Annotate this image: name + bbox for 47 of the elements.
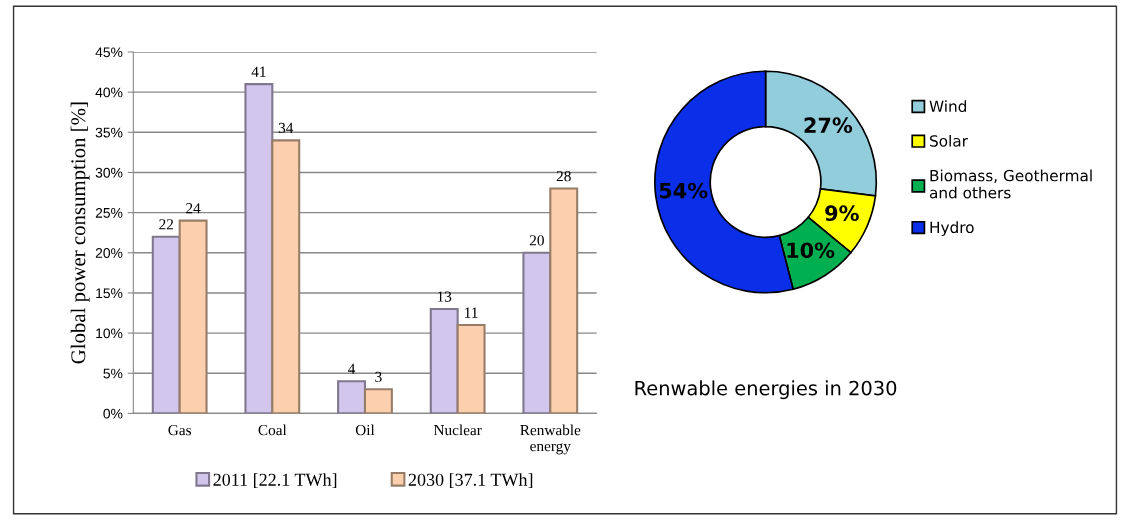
data-label: 11 (465, 307, 478, 318)
y-tick-label: 45% (95, 47, 123, 58)
y-tick-label: 15% (96, 288, 123, 299)
y-tick-label: 20% (95, 248, 123, 258)
data-label: 41 (251, 66, 266, 77)
data-label: 28 (556, 170, 571, 182)
data-label: 10% (787, 242, 835, 259)
legend-label: 2011 [22.1 TWh] (213, 473, 337, 489)
y-tick-label: 10% (96, 328, 123, 339)
data-label: 13 (437, 291, 452, 302)
data-label: 22 (159, 219, 174, 230)
x-tick-label: Renwable energy (520, 424, 581, 455)
y-tick-label: 5% (103, 368, 123, 379)
bar (429, 307, 459, 414)
x-tick-label: Gas (168, 425, 191, 436)
x-tick-label: Oil (355, 424, 375, 436)
bar (271, 139, 301, 414)
bar (151, 235, 181, 414)
data-label: 9% (825, 205, 859, 222)
legend-label: Wind (929, 100, 967, 113)
data-label: 3 (375, 371, 382, 383)
legend-label: Solar (930, 134, 968, 147)
bar (178, 219, 208, 414)
legend-label: Hydro (930, 221, 974, 237)
y-tick-label: 35% (95, 127, 123, 138)
y-tick-label: 25% (95, 207, 123, 218)
legend-label: 2030 [37.1 TWh] (408, 473, 533, 489)
x-tick-label: Nuclear (433, 424, 482, 436)
bar (363, 388, 393, 414)
text: Renwable energies in 2030 (635, 380, 897, 400)
data-label: 54% (659, 182, 708, 199)
data-label: 27% (804, 117, 853, 134)
legend-label: Biomass, Geothermal and others (929, 169, 1092, 199)
x-tick-label: Coal (258, 424, 287, 436)
data-label: 24 (186, 203, 201, 214)
y-tick-label: 40% (95, 87, 123, 98)
y-axis-title: Global power consumption [%] (70, 102, 90, 364)
bar (522, 251, 552, 414)
data-label: 4 (348, 363, 356, 374)
data-label: 20 (529, 235, 544, 246)
bar (456, 324, 486, 414)
y-tick-label: 0% (103, 408, 123, 419)
bar (549, 187, 579, 414)
bar (244, 83, 274, 414)
data-label: 34 (278, 122, 294, 134)
bar (337, 380, 367, 414)
y-tick-label: 30% (95, 167, 123, 178)
